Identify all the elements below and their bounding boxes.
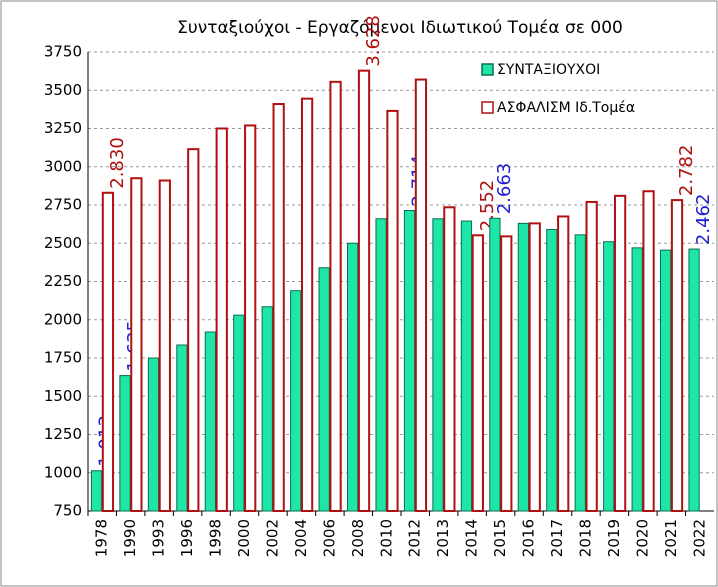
bar: [158, 179, 171, 513]
y-tick-label: 2750: [44, 196, 82, 214]
x-tick-label: 1993: [150, 519, 168, 557]
bar: [432, 218, 444, 512]
bar: [613, 194, 627, 512]
bar: [375, 218, 387, 512]
bar: [233, 314, 245, 512]
bar: [261, 306, 273, 512]
legend-swatch: [481, 101, 494, 114]
x-tick-label: 1978: [93, 519, 111, 557]
bar: [660, 249, 672, 512]
bar: [329, 80, 342, 513]
y-tick-label: 750: [53, 502, 82, 520]
bar: [90, 470, 103, 512]
legend-label: ΑΣΦΑΛΙΣΜ Ιδ.Τομέα: [497, 100, 635, 116]
data-label: 2.462: [693, 194, 714, 246]
bar: [603, 241, 615, 512]
chart-title: Συνταξιούχοι - Εργαζόμενοι Ιδιωτικού Τομ…: [177, 18, 623, 38]
bar: [244, 124, 257, 512]
data-label: 2.663: [494, 163, 515, 215]
bar: [574, 234, 586, 512]
y-tick-label: 3250: [44, 119, 82, 137]
bar: [300, 97, 314, 512]
bar: [471, 234, 484, 512]
bar: [119, 375, 131, 512]
x-tick-label: 2002: [263, 519, 281, 557]
bar: [688, 248, 700, 512]
bar: [347, 242, 359, 512]
y-tick-label: 3750: [44, 43, 82, 61]
bar: [585, 200, 598, 512]
y-tick-label: 1500: [44, 387, 82, 405]
bar: [204, 331, 216, 512]
data-label: 2.830: [107, 137, 128, 189]
x-tick-label: 2022: [690, 519, 708, 557]
bar: [557, 215, 570, 512]
bar: [500, 235, 513, 513]
bar: [187, 148, 200, 512]
bar: [357, 69, 371, 513]
x-tick-label: 2017: [548, 519, 566, 557]
legend-label: ΣΥΝΤΑΞΙΟΥΧΟΙ: [497, 62, 600, 78]
bar: [130, 177, 143, 512]
x-tick-label: 2018: [576, 519, 594, 557]
x-tick-label: 2008: [349, 519, 367, 557]
x-tick-label: 1998: [207, 519, 225, 557]
bar: [290, 290, 302, 512]
x-tick-label: 2019: [605, 519, 623, 557]
x-tick-label: 1990: [121, 519, 139, 557]
bar: [528, 222, 541, 513]
x-tick-label: 2010: [377, 519, 395, 557]
data-label: 2.782: [676, 145, 697, 197]
legend-swatch: [481, 63, 494, 76]
x-tick-label: 1996: [178, 519, 196, 557]
x-tick-label: 2000: [235, 519, 253, 557]
bar: [101, 191, 115, 512]
bar: [460, 220, 473, 512]
y-tick-label: 1750: [44, 349, 82, 367]
bar: [546, 228, 558, 512]
x-tick-label: 2006: [320, 519, 338, 557]
x-tick-label: 2012: [406, 519, 424, 557]
y-tick-label: 3500: [44, 81, 82, 99]
bar: [318, 267, 330, 512]
y-tick-label: 1250: [44, 425, 82, 443]
bar: [386, 109, 399, 512]
bar: [272, 103, 285, 513]
bar: [631, 247, 643, 512]
bar: [489, 217, 501, 512]
y-tick-label: 2000: [44, 310, 82, 328]
y-tick-label: 2250: [44, 272, 82, 290]
x-tick-label: 2016: [520, 519, 538, 557]
bar: [443, 206, 456, 512]
bar: [215, 127, 228, 512]
x-tick-label: 2015: [491, 519, 509, 557]
bar: [403, 210, 416, 512]
data-label: 3.628: [363, 15, 384, 67]
y-tick-label: 1000: [44, 463, 82, 481]
x-tick-label: 2004: [292, 519, 310, 557]
bar: [517, 222, 529, 512]
bar: [414, 78, 428, 512]
y-tick-label: 2500: [44, 234, 82, 252]
x-tick-label: 2020: [633, 519, 651, 557]
bar: [642, 190, 655, 512]
x-tick-label: 2013: [434, 519, 452, 557]
bar: [147, 357, 160, 512]
y-tick-label: 3000: [44, 157, 82, 175]
bar: [176, 344, 188, 512]
x-tick-label: 2014: [463, 519, 481, 557]
x-tick-label: 2021: [662, 519, 680, 557]
bar: [670, 199, 684, 512]
